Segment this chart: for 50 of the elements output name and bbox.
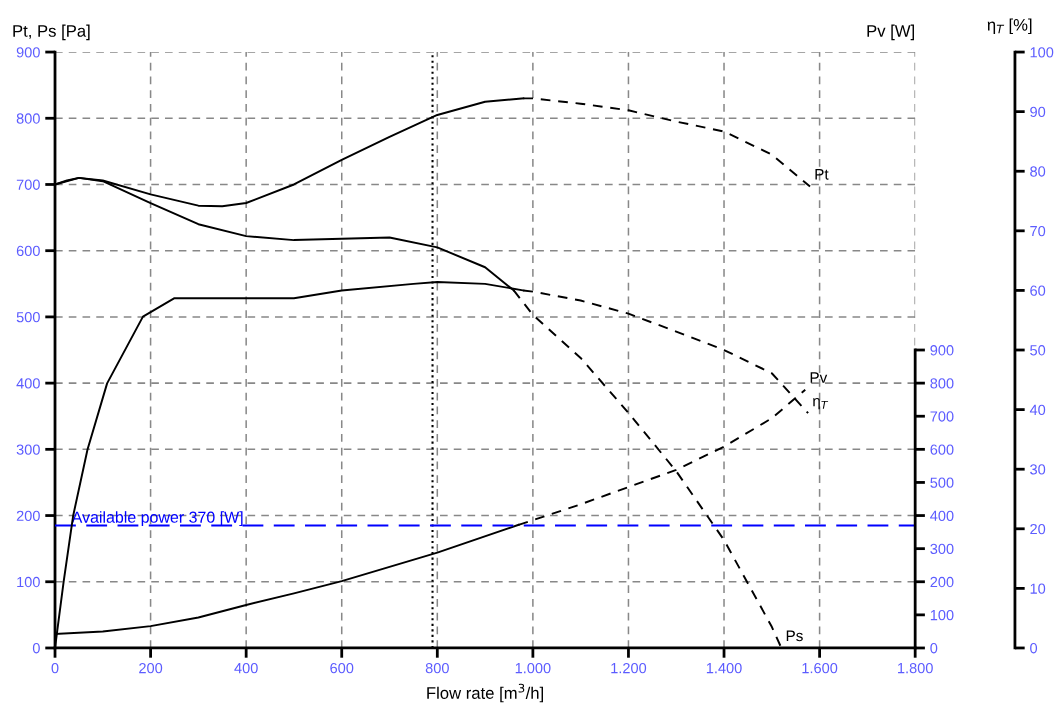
y2-tick-label: 600 bbox=[930, 444, 954, 455]
series-label: η$_{T}$ bbox=[813, 397, 829, 410]
y2-tick-label: 700 bbox=[930, 411, 954, 422]
y-tick-label: 300 bbox=[16, 444, 40, 455]
y3-tick-label: 90 bbox=[1030, 106, 1046, 118]
y-tick-label: 0 bbox=[32, 643, 40, 654]
y3-tick-label: 10 bbox=[1030, 583, 1046, 594]
x-tick-label: 1.600 bbox=[802, 662, 838, 674]
x-tick-label: 200 bbox=[139, 662, 163, 674]
y3-tick-label: 30 bbox=[1030, 464, 1046, 475]
x-tick-label: 800 bbox=[425, 662, 449, 674]
y2-tick-label: 400 bbox=[930, 510, 954, 521]
ref-line-label: Available power 370 [W] bbox=[71, 511, 243, 527]
y-tick-label: 100 bbox=[17, 576, 40, 588]
x-tick-label: 1.200 bbox=[611, 662, 647, 674]
y-axis-title: Pt, Ps [Pa] bbox=[13, 24, 90, 41]
x-axis-title: Flow rate [m$^{3}$/h] bbox=[427, 683, 543, 703]
series-label: Pt bbox=[815, 169, 829, 180]
y3-tick-label: 80 bbox=[1030, 166, 1046, 177]
y3-tick-label: 70 bbox=[1030, 225, 1046, 237]
x-tick-label: 1.400 bbox=[706, 662, 742, 674]
x-tick-label: 1.800 bbox=[898, 662, 933, 674]
y-tick-label: 600 bbox=[16, 245, 40, 257]
y3-tick-label: 50 bbox=[1030, 345, 1046, 356]
y-tick-label: 400 bbox=[16, 378, 40, 389]
series-label: Ps bbox=[786, 630, 803, 642]
y-tick-label: 700 bbox=[16, 179, 40, 190]
y3-tick-label: 0 bbox=[1030, 643, 1038, 654]
y2-tick-label: 300 bbox=[930, 543, 954, 555]
y3-tick-label: 40 bbox=[1029, 404, 1046, 416]
y2-tick-label: 900 bbox=[930, 345, 954, 356]
y-tick-label: 200 bbox=[16, 510, 40, 521]
y3-tick-label: 60 bbox=[1030, 285, 1046, 296]
y2-tick-label: 500 bbox=[930, 477, 954, 488]
y2-tick-label: 200 bbox=[930, 576, 954, 588]
y2-tick-label: 0 bbox=[930, 643, 938, 654]
y2-axis-title: Pv [W] bbox=[867, 24, 914, 41]
y-tick-label: 900 bbox=[16, 47, 40, 58]
y2-tick-label: 100 bbox=[930, 609, 954, 621]
x-tick-label: 0 bbox=[51, 662, 59, 674]
y-tick-label: 800 bbox=[16, 113, 40, 124]
x-tick-label: 600 bbox=[330, 662, 354, 674]
x-tick-label: 400 bbox=[234, 662, 258, 674]
y3-tick-label: 20 bbox=[1030, 523, 1046, 535]
x-tick-label: 1.000 bbox=[515, 662, 551, 674]
series-label: Pv bbox=[810, 372, 828, 383]
y2-tick-label: 800 bbox=[930, 378, 954, 389]
y-tick-label: 500 bbox=[16, 312, 40, 323]
y3-axis-title: η$_{T}$ [%] bbox=[987, 18, 1032, 35]
y3-tick-label: 100 bbox=[1030, 47, 1054, 58]
